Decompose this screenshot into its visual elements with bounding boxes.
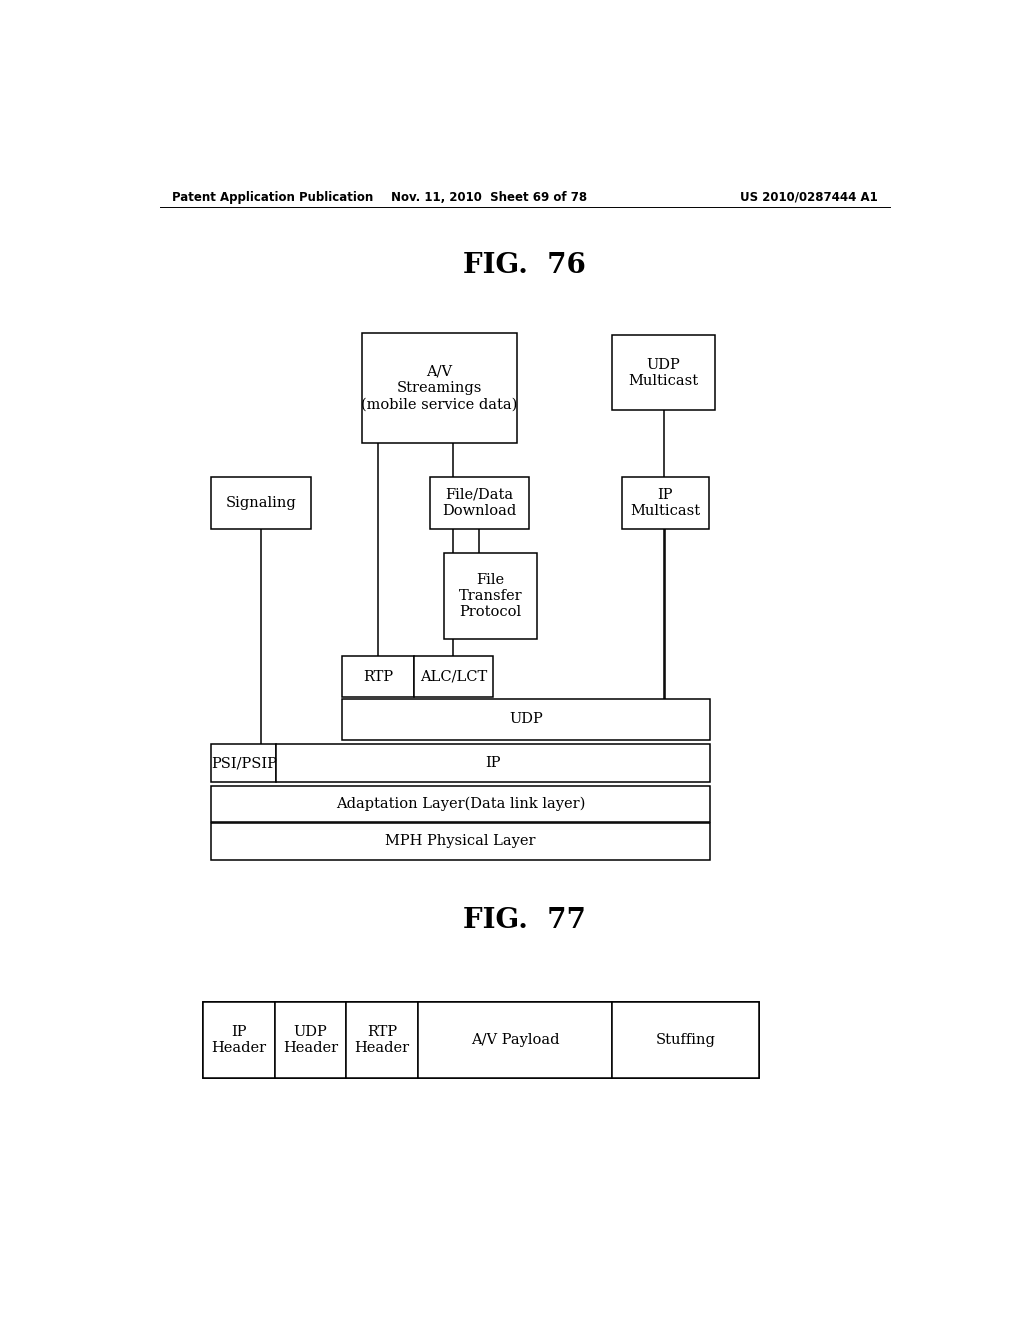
Text: Nov. 11, 2010  Sheet 69 of 78: Nov. 11, 2010 Sheet 69 of 78 [391, 190, 587, 203]
Bar [211, 744, 276, 783]
Bar [612, 335, 715, 411]
Bar [612, 1002, 759, 1078]
Text: UDP: UDP [509, 713, 543, 726]
Bar [443, 553, 538, 639]
Text: US 2010/0287444 A1: US 2010/0287444 A1 [740, 190, 878, 203]
Bar [418, 1002, 612, 1078]
Text: RTP: RTP [362, 669, 393, 684]
Text: RTP
Header: RTP Header [354, 1026, 410, 1055]
Text: IP
Multicast: IP Multicast [630, 488, 700, 517]
Text: File/Data
Download: File/Data Download [442, 488, 516, 517]
Text: A/V
Streamings
(mobile service data): A/V Streamings (mobile service data) [361, 364, 518, 412]
Bar [276, 744, 710, 783]
Bar [346, 1002, 418, 1078]
Bar [211, 785, 710, 822]
Text: Adaptation Layer(Data link layer): Adaptation Layer(Data link layer) [336, 796, 585, 810]
Text: PSI/PSIP: PSI/PSIP [211, 756, 276, 770]
Bar [622, 477, 709, 529]
Text: FIG.  77: FIG. 77 [464, 907, 586, 935]
Text: UDP
Multicast: UDP Multicast [629, 358, 698, 388]
Bar [211, 477, 310, 529]
Bar [362, 333, 517, 444]
Text: IP
Header: IP Header [212, 1026, 266, 1055]
Text: FIG.  76: FIG. 76 [464, 252, 586, 279]
Text: MPH Physical Layer: MPH Physical Layer [385, 834, 536, 849]
Text: File
Transfer
Protocol: File Transfer Protocol [459, 573, 522, 619]
Bar [342, 656, 414, 697]
Text: Signaling: Signaling [225, 496, 296, 510]
Bar [274, 1002, 346, 1078]
Bar [414, 656, 493, 697]
Text: Patent Application Publication: Patent Application Publication [172, 190, 373, 203]
Text: ALC/LCT: ALC/LCT [420, 669, 487, 684]
Bar [211, 824, 710, 859]
Bar [342, 700, 710, 739]
Bar [430, 477, 528, 529]
Bar [204, 1002, 759, 1078]
Bar [204, 1002, 274, 1078]
Text: IP: IP [485, 756, 501, 770]
Text: Stuffing: Stuffing [655, 1034, 716, 1047]
Text: A/V Payload: A/V Payload [471, 1034, 559, 1047]
Text: UDP
Header: UDP Header [283, 1026, 338, 1055]
